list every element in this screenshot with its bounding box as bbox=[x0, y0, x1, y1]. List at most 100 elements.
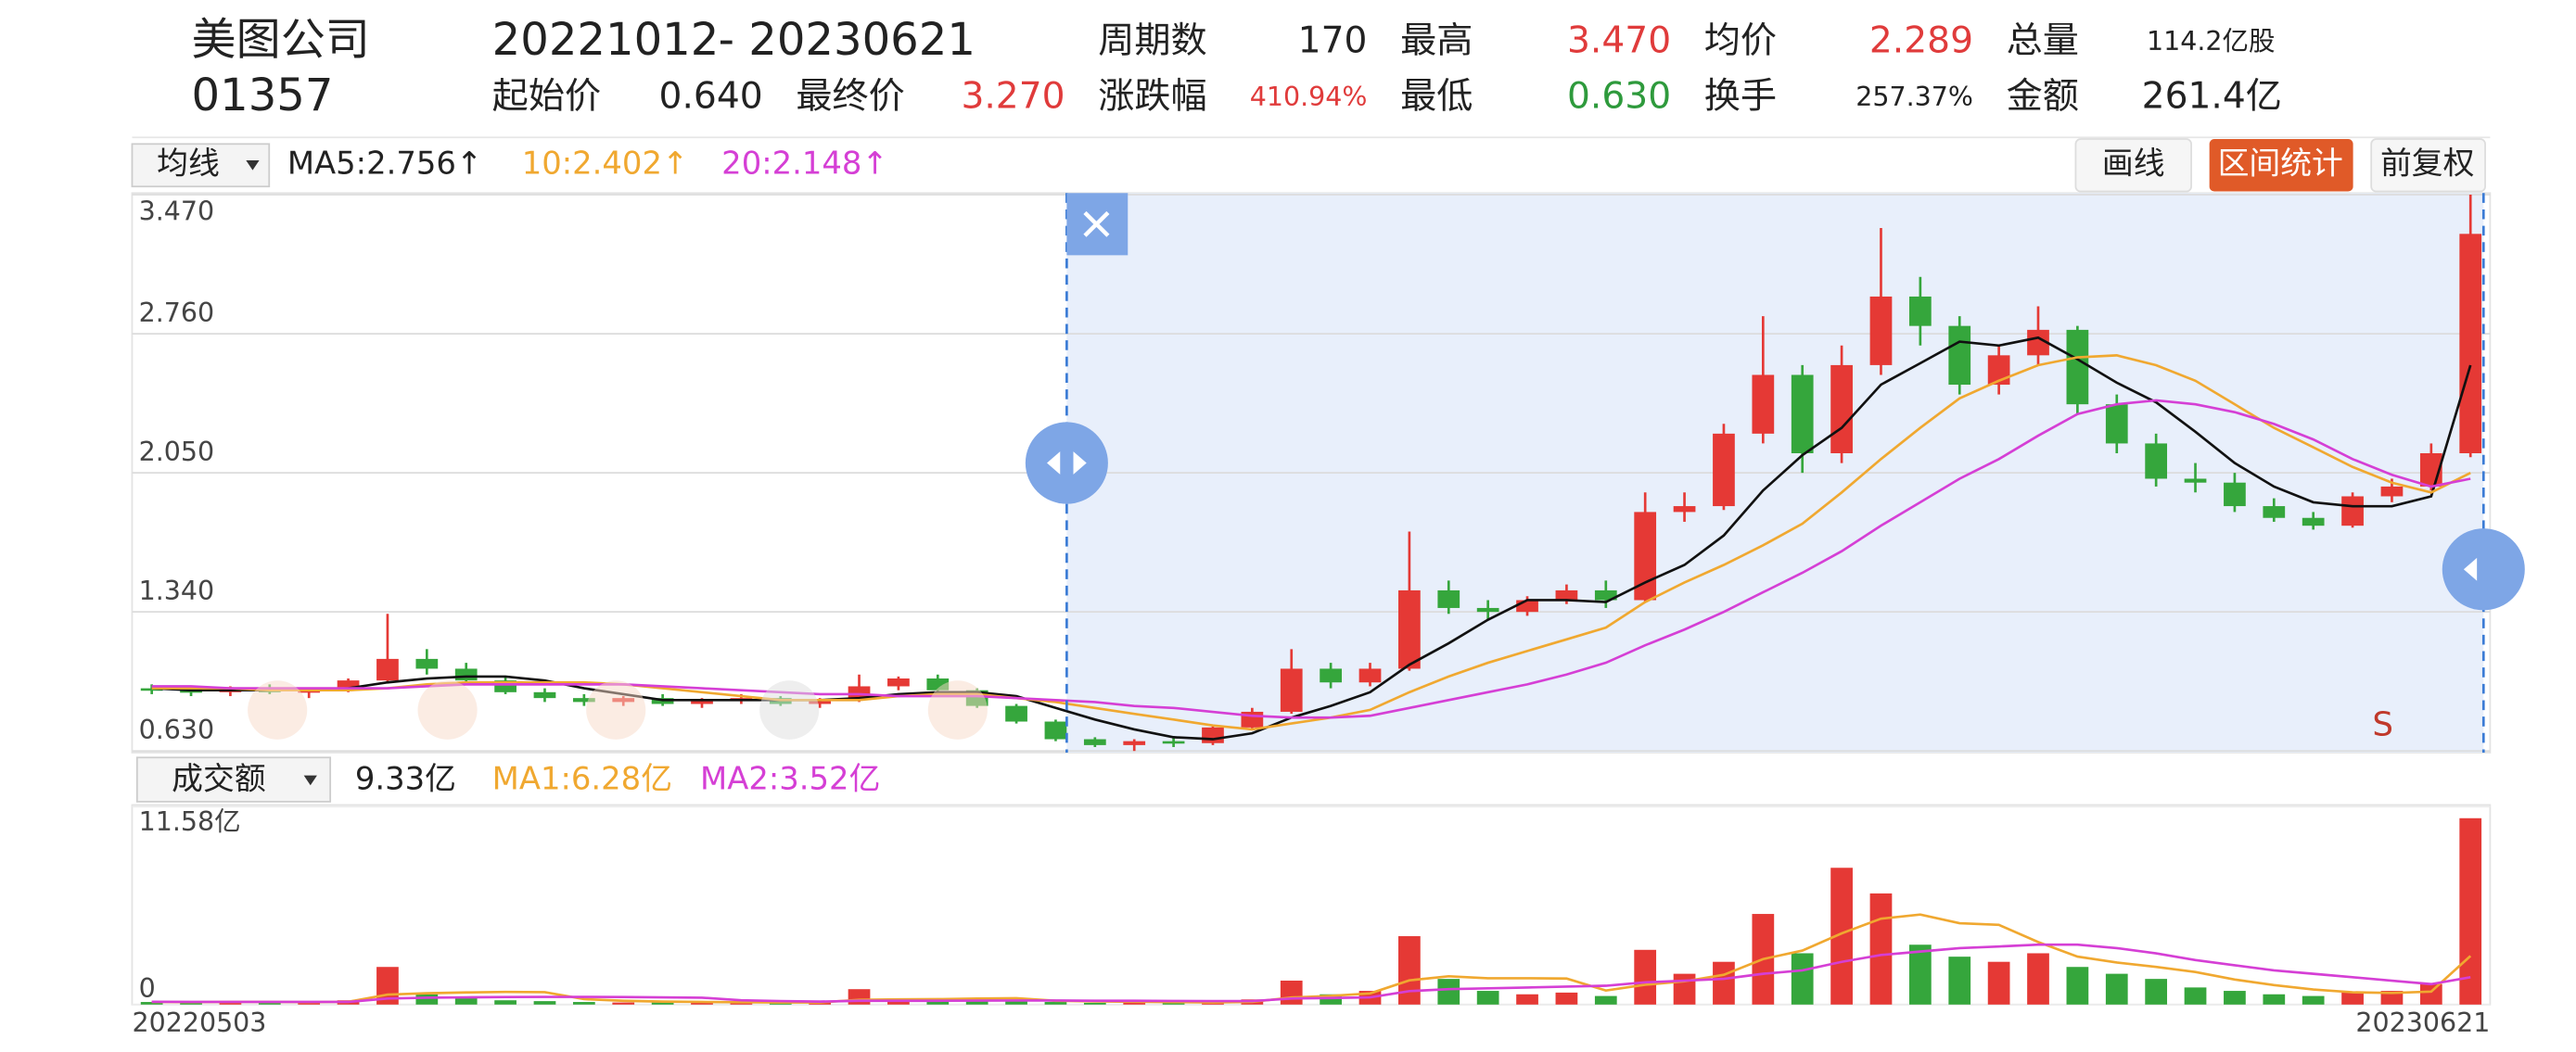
volume-bar bbox=[2027, 953, 2049, 1005]
zoom-out[interactable] bbox=[248, 680, 308, 740]
stat-label: 起始价 bbox=[492, 76, 602, 118]
stat-label: 涨跌幅 bbox=[1098, 76, 1207, 118]
candle-body bbox=[2027, 329, 2049, 356]
y-tick-label: 2.050 bbox=[139, 437, 215, 467]
candle-body bbox=[1320, 668, 1342, 683]
stat-value: 2.289 bbox=[1869, 20, 1973, 62]
volume-bar bbox=[1673, 973, 1696, 1005]
ma20-label: 20:2.148↑ bbox=[721, 146, 888, 182]
stat-label: 均价 bbox=[1704, 20, 1777, 62]
stat-label: 最低 bbox=[1400, 76, 1473, 118]
close-icon bbox=[1083, 210, 1110, 237]
volume-bar bbox=[2184, 987, 2207, 1005]
start-date: 20220503 bbox=[132, 1008, 266, 1038]
candle-body bbox=[376, 658, 399, 681]
candle-body bbox=[2224, 482, 2246, 507]
volume-bar bbox=[1320, 994, 1342, 1005]
volume-bar bbox=[926, 1001, 950, 1005]
candle-body bbox=[809, 700, 832, 704]
volume-bar bbox=[180, 1002, 202, 1005]
volume-selector[interactable] bbox=[135, 756, 332, 803]
volume-ma2: MA2:3.52亿 bbox=[700, 761, 880, 797]
scroll-left[interactable] bbox=[586, 680, 646, 740]
volume-bar bbox=[454, 997, 478, 1005]
volume-bar bbox=[140, 1002, 163, 1005]
volume-bar bbox=[1713, 961, 1735, 1005]
stat-label: 最高 bbox=[1400, 20, 1473, 62]
ma10-label: 10:2.402↑ bbox=[522, 146, 689, 182]
candle-body bbox=[1948, 325, 1971, 386]
stat-label: 换手 bbox=[1704, 76, 1777, 118]
stat-label: 总量 bbox=[2007, 20, 2079, 62]
stat-value: 3.270 bbox=[961, 76, 1065, 118]
stat-label: 最终价 bbox=[796, 76, 905, 118]
candle-body bbox=[1634, 512, 1657, 601]
volume-bar bbox=[572, 1002, 595, 1005]
stat-label: 周期数 bbox=[1098, 20, 1207, 62]
range-stats-button[interactable] bbox=[2209, 139, 2353, 192]
range-start: 20221012 bbox=[492, 15, 720, 66]
candle-body bbox=[533, 691, 556, 699]
volume-bar bbox=[1280, 980, 1303, 1005]
scroll-right[interactable] bbox=[759, 680, 820, 740]
sell-marker: S bbox=[2372, 706, 2393, 744]
volume-bar bbox=[1594, 995, 1617, 1005]
volume-bar bbox=[2066, 967, 2089, 1005]
candle-body bbox=[1202, 727, 1224, 743]
stat-value: 3.470 bbox=[1567, 20, 1671, 62]
candle-body bbox=[415, 658, 439, 669]
volume-selector-label: 成交额 bbox=[172, 761, 265, 797]
volume-bar bbox=[2380, 991, 2404, 1005]
left-handle[interactable] bbox=[1025, 422, 1108, 504]
stat-value: 257.37% bbox=[1855, 82, 1973, 112]
draw-button[interactable] bbox=[2074, 138, 2192, 193]
stat-value: 261.4亿 bbox=[2142, 76, 2282, 118]
ma-line bbox=[151, 354, 2471, 731]
candle-body bbox=[1358, 668, 1382, 683]
volume-bar bbox=[1987, 961, 2010, 1005]
candle-body bbox=[1516, 600, 1538, 613]
range-end: - 20230621 bbox=[719, 15, 976, 66]
candle-body bbox=[1713, 433, 1735, 507]
end-date: 20230621 bbox=[2355, 1008, 2490, 1038]
candle-body bbox=[1162, 741, 1185, 744]
volume-bar bbox=[2419, 983, 2442, 1005]
volume-bar bbox=[2224, 991, 2246, 1005]
volume-frame bbox=[131, 804, 2492, 1006]
candle-body bbox=[691, 700, 713, 704]
volume-bar bbox=[2263, 994, 2286, 1005]
volume-bar bbox=[1634, 949, 1657, 1005]
ma-selector[interactable] bbox=[131, 143, 271, 188]
candle-body bbox=[2341, 496, 2364, 526]
button-label: 前复权 bbox=[2380, 146, 2474, 182]
ma-selector-label: 均线 bbox=[157, 146, 220, 182]
candle-body bbox=[1083, 739, 1106, 745]
candle-body bbox=[1476, 607, 1499, 613]
stat-value: 170 bbox=[1298, 20, 1368, 62]
y-tick-label: 11.58亿 bbox=[139, 806, 241, 837]
zoom-in[interactable] bbox=[417, 680, 478, 740]
stock-code: 01357 bbox=[192, 70, 334, 121]
stat-label: 金额 bbox=[2007, 76, 2079, 118]
volume-bar bbox=[651, 1002, 674, 1005]
y-tick-label: 3.470 bbox=[139, 196, 215, 227]
y-tick-label: 0.630 bbox=[139, 715, 215, 745]
candle-body bbox=[337, 680, 360, 691]
volume-bar bbox=[691, 1002, 713, 1005]
volume-bar bbox=[1555, 992, 1578, 1005]
volume-bar bbox=[1162, 1002, 1185, 1005]
reset[interactable] bbox=[927, 680, 988, 740]
volume-bar bbox=[1437, 979, 1460, 1005]
volume-ma-line bbox=[151, 943, 2471, 1004]
candle-body bbox=[1830, 364, 1853, 453]
candle-body bbox=[1791, 374, 1814, 453]
candle-body bbox=[1123, 741, 1146, 745]
adjust-button[interactable] bbox=[2370, 138, 2486, 193]
volume-bar bbox=[1830, 868, 1853, 1005]
candle-body bbox=[1673, 506, 1696, 513]
volume-bar bbox=[612, 1002, 635, 1005]
handle-icon bbox=[1047, 451, 1087, 475]
candle-body bbox=[1044, 721, 1067, 740]
right-handle[interactable] bbox=[2442, 528, 2525, 611]
